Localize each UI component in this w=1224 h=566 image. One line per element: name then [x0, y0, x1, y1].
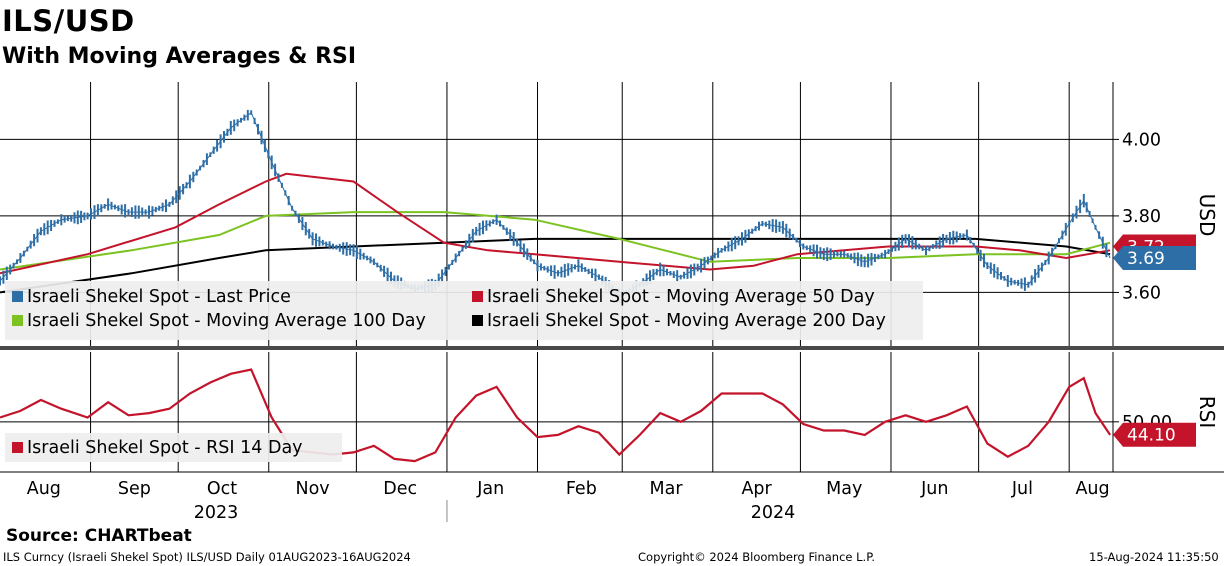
- footer-copyright: Copyright© 2024 Bloomberg Finance L.P.: [638, 550, 875, 564]
- month-tick-label: Jan: [476, 479, 504, 499]
- legend-swatch-ma50: [472, 291, 483, 302]
- month-tick-label: May: [826, 479, 862, 499]
- year-tick-label: 2024: [751, 503, 796, 523]
- last-price-value-tag: 3.69: [1113, 246, 1196, 270]
- month-tick-label: Feb: [566, 479, 597, 499]
- source-note: Source: CHARTbeat: [6, 526, 192, 546]
- month-tick-label: Aug: [1075, 479, 1109, 499]
- footer-ticker: ILS Curncy (Israeli Shekel Spot) ILS/USD…: [3, 550, 411, 564]
- legend-item-rsi: Israeli Shekel Spot - RSI 14 Day: [12, 438, 303, 458]
- footer-timestamp: 15-Aug-2024 11:35:50: [1089, 550, 1219, 564]
- month-tick-label: Oct: [207, 479, 237, 499]
- month-tick-label: Mar: [650, 479, 684, 499]
- price-tick-label: 3.60: [1122, 283, 1161, 303]
- legend-item-last-price: Israeli Shekel Spot - Last Price: [12, 287, 291, 307]
- panel-divider: [0, 346, 1224, 350]
- legend-item-ma200: Israeli Shekel Spot - Moving Average 200…: [472, 311, 886, 331]
- month-tick-label: Apr: [741, 479, 772, 499]
- month-tick-label: Dec: [383, 479, 417, 499]
- ma100-line: [0, 211, 1111, 271]
- price-tick-label: 4.00: [1122, 130, 1161, 150]
- last-price-value-tag-shape: [1113, 246, 1196, 270]
- rsi-value-tag: 44.10: [1113, 422, 1196, 447]
- legend-label-ma100: Israeli Shekel Spot - Moving Average 100…: [27, 311, 426, 331]
- month-tick-label: Jul: [1011, 479, 1033, 499]
- legend-swatch-ma200: [472, 315, 483, 326]
- legend-label-ma200: Israeli Shekel Spot - Moving Average 200…: [487, 311, 886, 331]
- year-tick-label: 2023: [194, 503, 239, 523]
- legend-item-ma100: Israeli Shekel Spot - Moving Average 100…: [12, 311, 426, 331]
- legend-swatch-ma100: [12, 315, 23, 326]
- ma50-line: [0, 172, 1111, 275]
- legend-item-ma50: Israeli Shekel Spot - Moving Average 50 …: [472, 287, 875, 307]
- month-tick-label: Sep: [118, 479, 151, 499]
- month-tick-label: Jun: [920, 479, 948, 499]
- chart-subtitle: With Moving Averages & RSI: [2, 44, 357, 69]
- last-price-line: [0, 111, 1111, 297]
- rsi-axis-title: RSI: [1195, 396, 1219, 429]
- rsi-value-tag-shape: [1113, 422, 1196, 447]
- legend-label-last-price: Israeli Shekel Spot - Last Price: [27, 287, 291, 307]
- chart-title: ILS/USD: [2, 4, 135, 38]
- rsi-line: [0, 368, 1112, 463]
- legend-label-ma50: Israeli Shekel Spot - Moving Average 50 …: [487, 287, 875, 307]
- rsi-value-tag-label: 44.10: [1127, 426, 1176, 446]
- legend-swatch-rsi: [12, 442, 23, 453]
- month-tick-label: Nov: [295, 479, 329, 499]
- legend-swatch-last-price: [12, 291, 23, 302]
- legend-label-rsi: Israeli Shekel Spot - RSI 14 Day: [27, 438, 303, 458]
- last-price-value-tag-label: 3.69: [1127, 249, 1165, 269]
- month-tick-label: Aug: [27, 479, 61, 499]
- price-tick-label: 3.80: [1122, 207, 1161, 227]
- price-axis-title: USD: [1195, 194, 1219, 237]
- rsi-legend: Israeli Shekel Spot - RSI 14 Day: [5, 433, 342, 462]
- price-legend: Israeli Shekel Spot - Last Price Israeli…: [5, 281, 923, 340]
